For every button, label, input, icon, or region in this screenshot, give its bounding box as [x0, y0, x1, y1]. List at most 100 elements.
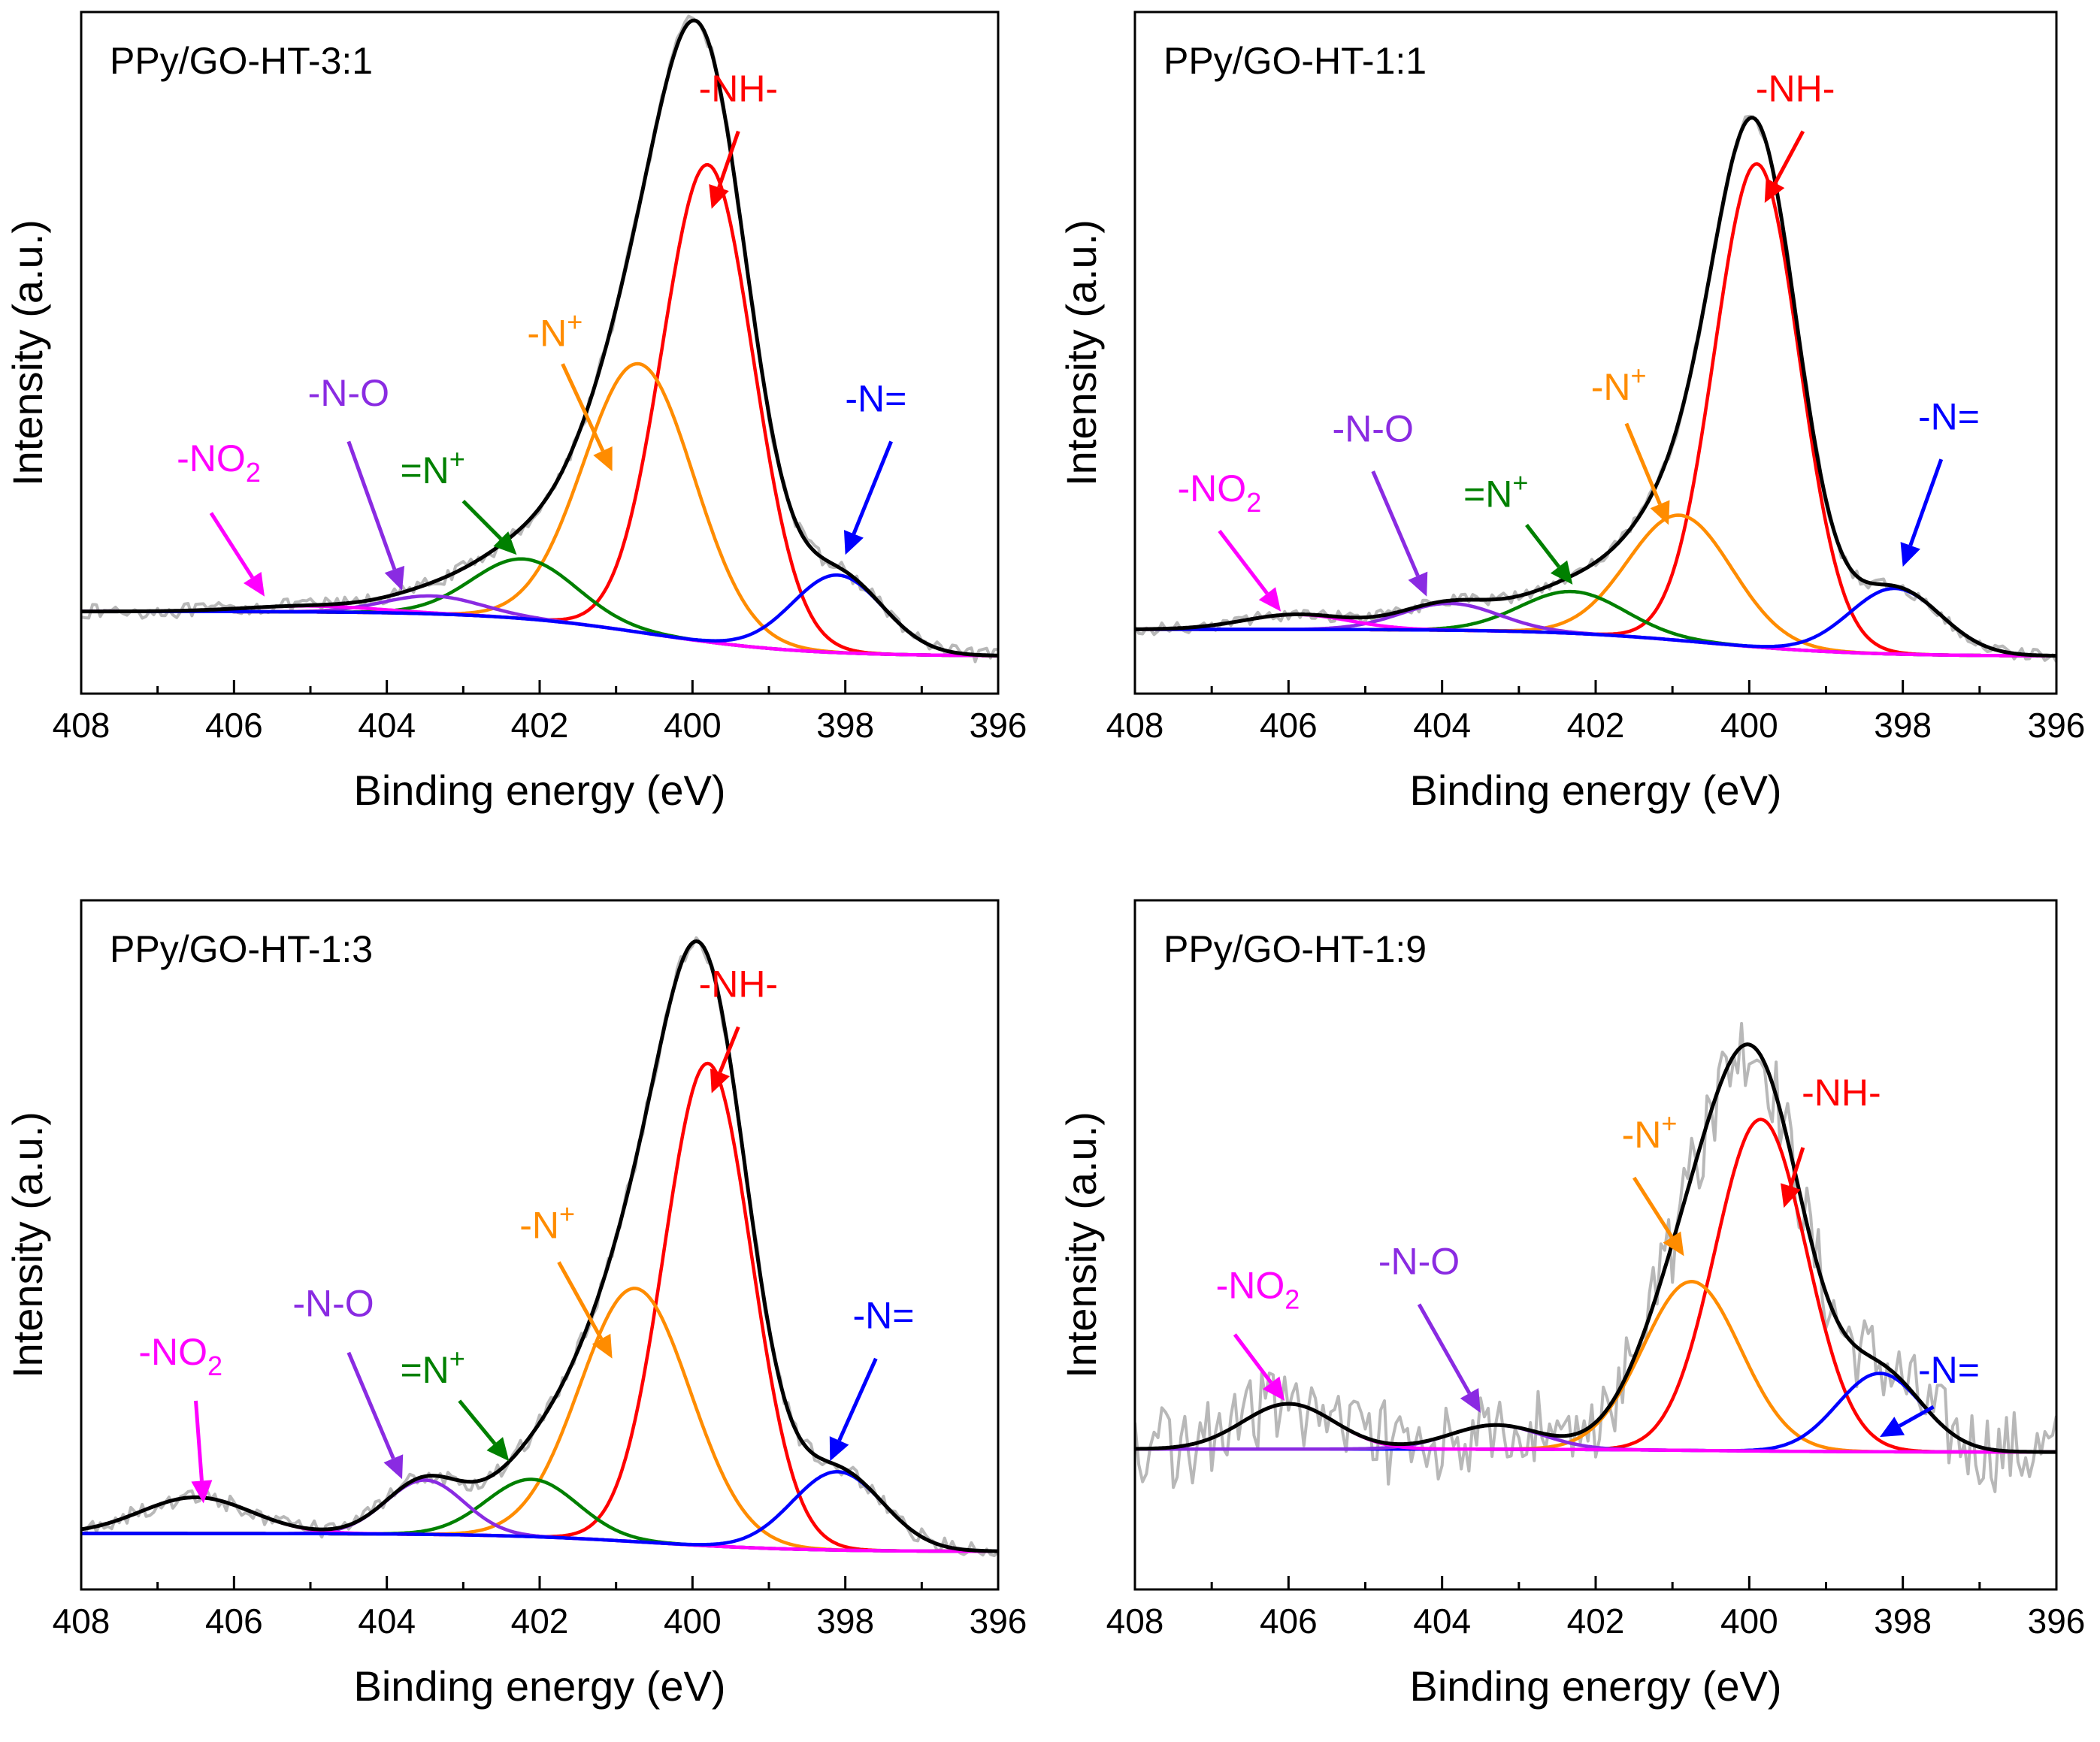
peak-label-no: -N-O [1333, 407, 1414, 449]
panel-title: PPy/GO-HT-1:3 [110, 928, 373, 970]
annotation-arrow-head [1258, 587, 1281, 612]
annotation-arrow-line [1371, 470, 1420, 577]
peak-label-nplus: -N+ [519, 1198, 575, 1246]
peak-label-no2: -NO2 [138, 1331, 222, 1381]
plot-area [1135, 1021, 2056, 1493]
annotation-arrow-head [593, 446, 613, 472]
annotation-arrow-head [1263, 1376, 1285, 1401]
annotation-arrow-line [718, 1026, 740, 1073]
plot-area [1135, 114, 2056, 663]
annotation-arrow-line [852, 440, 893, 535]
panel-1: 408 406 404 402 400 398 396 Binding energy (eV)… [4, 11, 1027, 814]
annotation-arrow-head [592, 1333, 613, 1359]
annotation-arrow-line [1632, 1176, 1674, 1238]
peak-label-neq: -N= [1918, 396, 1980, 438]
x-tick-label: 402 [1567, 706, 1625, 745]
annotation-arrow-head [1460, 1388, 1481, 1414]
peak-label-nplus: -N+ [1622, 1108, 1678, 1156]
annotation-arrow-line [1773, 130, 1805, 184]
x-tick-label: 404 [1413, 1601, 1471, 1641]
x-tick-label: 398 [1874, 706, 1932, 745]
x-tick-label: 400 [1720, 1601, 1778, 1641]
peak-label-neq: -N= [1918, 1349, 1980, 1391]
panel-4: 408 406 404 402 400 398 396 Binding energy (eV)… [1058, 899, 2086, 1710]
annotation-arrow-line [458, 1399, 497, 1445]
peak-neq-line [81, 1470, 998, 1553]
annotation-arrow-head [1781, 1183, 1801, 1208]
y-axis-label: Intensity (a.u.) [4, 219, 51, 486]
peak-label-nh: -NH- [1756, 68, 1835, 110]
y-axis-label: Intensity (a.u.) [1058, 219, 1105, 486]
annotation-arrow-line [1908, 458, 1944, 546]
peak-label-neq: -N= [853, 1295, 915, 1337]
annotation-arrow-head [1900, 542, 1920, 567]
peak-label-no2: -NO2 [1216, 1265, 1300, 1315]
x-tick-label: 404 [1413, 706, 1471, 745]
annotation-arrow-line [1789, 1147, 1805, 1187]
annotation-arrow-head [1880, 1417, 1905, 1438]
x-axis-label: Binding energy (eV) [354, 1662, 726, 1710]
annotation-arrow-head [383, 1454, 404, 1480]
x-tick-label: 396 [970, 706, 1027, 745]
annotation-arrow-head [829, 1436, 849, 1462]
peak-label-nplus: -N+ [527, 306, 582, 354]
envelope-fit-line [81, 939, 998, 1553]
annotation-arrow-head [191, 1480, 213, 1504]
x-tick-label: 402 [511, 706, 569, 745]
x-tick-label: 396 [970, 1601, 1027, 1641]
x-axis-label: Binding energy (eV) [354, 767, 726, 814]
peak-label-eqnplus: =N+ [400, 1343, 464, 1391]
annotation-arrow-head [1550, 560, 1573, 585]
annotation-arrow-line [1233, 1333, 1273, 1384]
annotation-arrow-line [346, 1351, 395, 1459]
annotation-arrow-head [1663, 1231, 1684, 1257]
x-tick-label: 408 [53, 706, 110, 745]
envelope-fit-line [81, 18, 998, 658]
x-tick-label: 400 [664, 706, 722, 745]
peak-label-eqnplus: =N+ [400, 443, 464, 491]
peak-label-nplus: -N+ [1591, 360, 1647, 408]
peak-label-nh: -NH- [1802, 1072, 1881, 1114]
x-tick-label: 408 [1106, 1601, 1164, 1641]
raw-spectrum-line [81, 936, 998, 1558]
x-tick-label: 396 [2028, 706, 2086, 745]
x-axis-label: Binding energy (eV) [1410, 1662, 1782, 1710]
peak-label-neq: -N= [845, 378, 906, 420]
x-tick-label: 396 [2028, 1601, 2086, 1641]
annotation-arrow-line [561, 363, 605, 452]
panel-title: PPy/GO-HT-3:1 [110, 40, 373, 82]
annotation-arrow-line [717, 130, 740, 189]
peak-label-no: -N-O [308, 372, 389, 414]
peak-eqnplus-line [81, 1477, 998, 1553]
x-tick-label: 408 [1106, 706, 1164, 745]
x-tick-label: 402 [1567, 1601, 1625, 1641]
x-tick-label: 400 [664, 1601, 722, 1641]
peak-label-no: -N-O [1378, 1240, 1460, 1282]
peak-label-no2: -NO2 [177, 437, 261, 488]
annotation-arrow-line [209, 512, 254, 579]
peak-no2-line [81, 604, 998, 658]
panel-title: PPy/GO-HT-1:9 [1163, 928, 1427, 970]
envelope-fit-line [1135, 1042, 2056, 1454]
annotation-arrow-head [493, 531, 517, 555]
peak-label-eqnplus: =N+ [1463, 467, 1528, 516]
x-tick-label: 400 [1720, 706, 1778, 745]
y-axis-label: Intensity (a.u.) [4, 1111, 51, 1378]
raw-spectrum-line [1135, 114, 2056, 663]
peak-no-line [81, 594, 998, 658]
y-axis-label: Intensity (a.u.) [1058, 1111, 1105, 1378]
x-tick-label: 406 [205, 1601, 263, 1641]
plot-area [81, 936, 998, 1558]
panel-2: 408 406 404 402 400 398 396 Binding energy (eV)… [1058, 11, 2086, 814]
x-axis-label: Binding energy (eV) [1410, 767, 1782, 814]
peak-neq-line [81, 573, 998, 658]
annotation-arrow-head [843, 530, 864, 555]
annotation-arrow-head [384, 565, 405, 591]
panel-3: 408 406 404 402 400 398 396 Binding energy (eV)… [4, 899, 1027, 1710]
annotation-arrow-line [837, 1357, 878, 1441]
x-tick-label: 398 [816, 706, 874, 745]
envelope-fit-line [1135, 116, 2056, 658]
annotation-arrow-line [1898, 1405, 1935, 1428]
annotation-arrow-line [1417, 1303, 1472, 1395]
annotation-arrow-head [1764, 177, 1785, 203]
